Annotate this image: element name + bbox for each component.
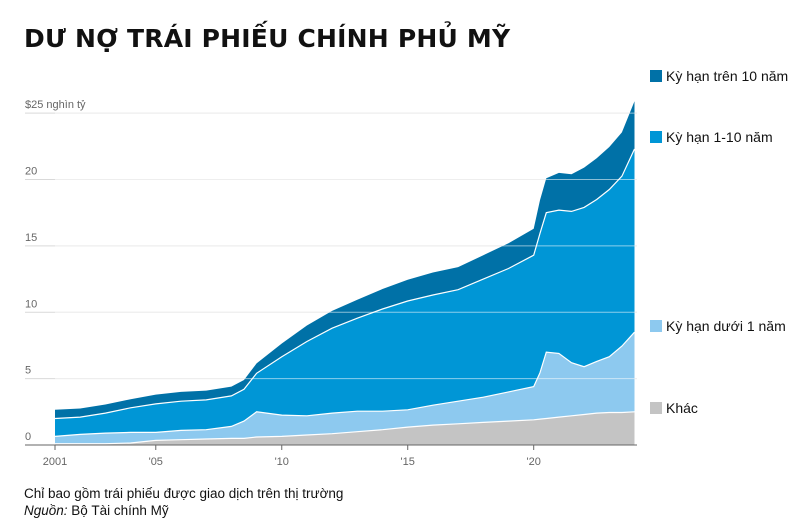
legend-item-1-10y: Kỳ hạn 1-10 năm [650,129,773,145]
y-tick-label: 15 [25,232,37,244]
legend-swatch [650,131,662,143]
source-line: Nguồn: Bộ Tài chính Mỹ [24,503,169,518]
label-layer: 0 5 10 15 20 $25 nghìn tỷ 2001 '05 '10 '15 '20 [25,99,541,468]
x-tick-label: '20 [527,456,541,468]
area-layer [54,101,636,445]
legend-label: Kỳ hạn 1-10 năm [666,129,773,145]
area-series-1 [55,332,635,444]
area-series-2 [55,149,635,437]
legend-swatch [650,402,662,414]
legend-label: Kỳ hạn trên 10 năm [666,68,789,84]
y-unit-label: $25 nghìn tỷ [25,99,86,111]
area-series-0 [55,411,635,445]
legend-label: Khác [666,400,698,416]
footnote: Chỉ bao gồm trái phiếu được giao dịch tr… [24,486,344,501]
x-tick-label: 2001 [43,456,67,468]
x-tick-label: '15 [401,456,415,468]
chart-title: DƯ NỢ TRÁI PHIẾU CHÍNH PHỦ MỸ [24,24,511,53]
x-tick-label: '10 [275,456,289,468]
axis-layer [25,112,637,450]
legend-swatch [650,320,662,332]
x-tick-label: '05 [149,456,163,468]
source-text: Bộ Tài chính Mỹ [67,503,169,518]
area-series-3 [55,101,635,419]
series-boundary-2 [54,148,636,420]
y-tick-label: 0 [25,431,31,443]
y-tick-label: 5 [25,365,31,377]
legend-item-over-10y: Kỳ hạn trên 10 năm [650,68,788,84]
y-tick-label: 10 [25,298,37,310]
legend-swatch [650,70,662,82]
source-label: Nguồn: [24,503,68,518]
legend-item-under-1y: Kỳ hạn dưới 1 năm [650,318,786,334]
y-tick-label: 20 [25,166,37,178]
series-boundary-1 [54,331,635,437]
legend-label: Kỳ hạn dưới 1 năm [666,318,786,334]
legend-item-other: Khác [650,400,698,416]
series-boundary-0 [55,411,635,445]
